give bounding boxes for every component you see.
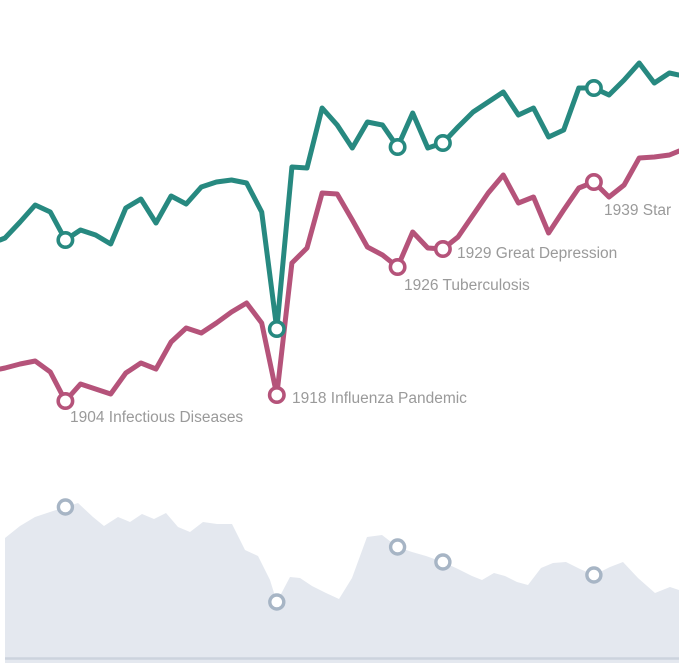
lower-series-event-marker-0[interactable] [56, 391, 75, 410]
navigator-event-marker-1[interactable] [268, 593, 286, 611]
annotation-label-1: 1918 Influenza Pandemic [292, 390, 467, 407]
main-plot [0, 60, 679, 410]
annotation-label-2: 1926 Tuberculosis [404, 277, 530, 294]
annotation-layer: 1904 Infectious Diseases 1918 Influenza P… [70, 202, 671, 426]
navigator-event-marker-3[interactable] [434, 553, 452, 571]
annotation-label-0: 1904 Infectious Diseases [70, 409, 243, 426]
lower-series-event-marker-4[interactable] [584, 173, 603, 192]
lower-series-event-marker-1[interactable] [267, 385, 286, 404]
upper-series-event-marker-0[interactable] [56, 231, 75, 250]
upper-series-line [0, 60, 679, 332]
annotation-label-4: 1939 Star [604, 202, 671, 219]
navigator[interactable] [5, 498, 679, 663]
lower-series-event-marker-3[interactable] [433, 240, 452, 259]
lower-series-line [0, 148, 679, 404]
annotation-label-3: 1929 Great Depression [457, 245, 617, 262]
lower-series-event-marker-2[interactable] [388, 257, 407, 276]
upper-series-event-marker-2[interactable] [388, 138, 407, 157]
navigator-event-marker-2[interactable] [388, 538, 407, 556]
navigator-event-marker-0[interactable] [56, 498, 75, 516]
upper-series-event-marker-3[interactable] [433, 134, 452, 153]
upper-series-event-marker-4[interactable] [584, 79, 603, 98]
navigator-area[interactable] [5, 503, 679, 663]
navigator-event-marker-4[interactable] [585, 566, 603, 584]
upper-series-event-marker-1[interactable] [267, 319, 286, 338]
